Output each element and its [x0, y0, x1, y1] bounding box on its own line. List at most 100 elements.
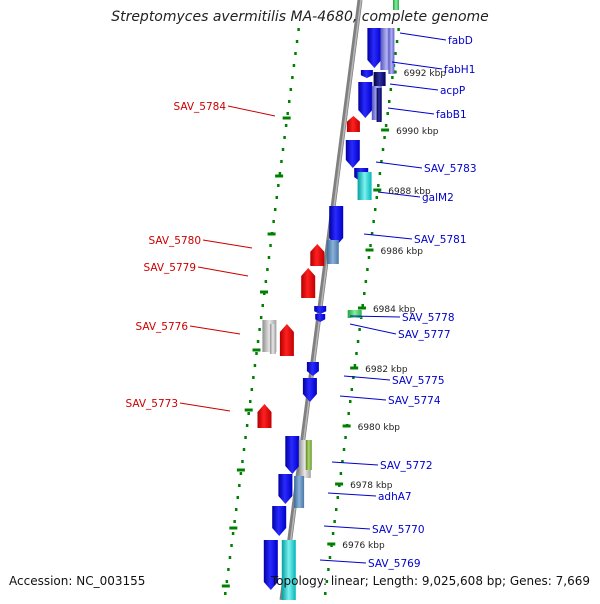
gene-leader [387, 107, 435, 115]
gene-block [388, 28, 395, 74]
genome-backbone-highlight [282, 0, 362, 601]
gene-label: galM2 [422, 192, 454, 204]
track-dot [234, 508, 238, 511]
track-dot [352, 376, 355, 379]
scale-label: 6992 kbp [404, 69, 447, 79]
gene-label: SAV_5769 [368, 558, 421, 570]
gene-leader [349, 315, 401, 318]
gene-leader [179, 402, 231, 412]
scale-label: 6984 kbp [373, 305, 416, 315]
gene-block [294, 476, 305, 508]
gene-block [301, 268, 316, 298]
track-dot [366, 268, 369, 271]
gene-label: fabB1 [436, 109, 467, 121]
track-dot [295, 40, 299, 43]
track-dot [233, 520, 236, 523]
gene-block [326, 240, 339, 264]
track-dot [372, 220, 375, 223]
track-dot [249, 400, 252, 403]
gene-block [263, 540, 278, 590]
track-dot [291, 76, 294, 79]
scale-label: 6986 kbp [381, 247, 424, 257]
track-dot [342, 448, 346, 451]
track-dot [256, 340, 260, 343]
track-dot [349, 400, 352, 403]
track-dot [347, 412, 350, 415]
track-dot [255, 352, 258, 355]
track-dot [386, 112, 389, 115]
track-dot [384, 124, 388, 127]
track-dot [297, 28, 300, 31]
track-dot [324, 592, 327, 595]
gene-label: SAV_5780 [148, 235, 201, 247]
gene-block [357, 172, 372, 200]
gene-leader [391, 61, 443, 70]
genome-backbone [279, 0, 363, 601]
gene-label: acpP [440, 85, 465, 97]
gene-block [393, 0, 399, 10]
track-dot [367, 256, 371, 259]
track-dot [380, 160, 383, 163]
gene-block [329, 206, 344, 246]
track-dot [250, 388, 254, 391]
scale-label: 6980 kbp [358, 423, 401, 433]
topology-label: Topology: linear; Length: 9,025,608 bp; … [270, 574, 590, 588]
gene-label: SAV_5778 [402, 312, 455, 324]
gene-block [360, 70, 373, 78]
track-dot [236, 496, 240, 499]
track-dot [334, 508, 338, 511]
gene-leader [319, 559, 367, 564]
gene-leader [377, 191, 421, 198]
scale-label: 6978 kbp [350, 481, 393, 491]
track-dot [267, 256, 271, 259]
track-dot [394, 52, 397, 55]
track-dot [339, 472, 343, 475]
track-dot [370, 232, 374, 235]
gene-label: SAV_5777 [398, 329, 451, 341]
scale-label: 6988 kbp [388, 187, 431, 197]
gene-label: fabD [448, 35, 473, 47]
track-dot [369, 244, 372, 247]
track-dot [277, 184, 280, 187]
track-dot [373, 208, 377, 211]
gene-leader [331, 461, 379, 466]
track-dot [258, 328, 261, 331]
track-dot [381, 148, 385, 151]
track-dot [361, 304, 364, 307]
track-dot [241, 460, 244, 463]
gene-label: SAV_5776 [135, 321, 188, 333]
gene-block [302, 378, 317, 402]
track-dot [264, 280, 268, 283]
gene-block [272, 506, 287, 536]
track-dot [273, 208, 277, 211]
track-dot [286, 112, 289, 115]
track-dot [230, 544, 233, 547]
gene-block [346, 116, 360, 132]
track-dot [247, 412, 250, 415]
track-dot [289, 88, 293, 91]
gene-block [281, 540, 296, 600]
track-dot [344, 436, 347, 439]
track-dot [294, 52, 297, 55]
accession-label: Accession: NC_003155 [9, 574, 146, 588]
gene-block [257, 404, 272, 428]
scale-label: 6976 kbp [342, 541, 385, 551]
gene-leader [323, 525, 371, 530]
track-dot [275, 196, 279, 199]
map-title: Streptomyces avermitilis MA-4680, comple… [111, 9, 489, 25]
track-dot [266, 268, 269, 271]
gene-label: SAV_5772 [380, 460, 433, 472]
gene-block [367, 28, 382, 68]
track-dot [242, 448, 246, 451]
gene-block [314, 306, 327, 314]
gene-leader [375, 161, 423, 169]
track-dot [331, 532, 335, 535]
gene-block [279, 324, 294, 356]
track-dot [244, 436, 247, 439]
gene-leader [343, 375, 391, 381]
scale-label: 6990 kbp [396, 127, 439, 137]
gene-block [310, 244, 325, 266]
gene-label: SAV_5783 [424, 163, 477, 175]
gene-block [269, 324, 276, 354]
